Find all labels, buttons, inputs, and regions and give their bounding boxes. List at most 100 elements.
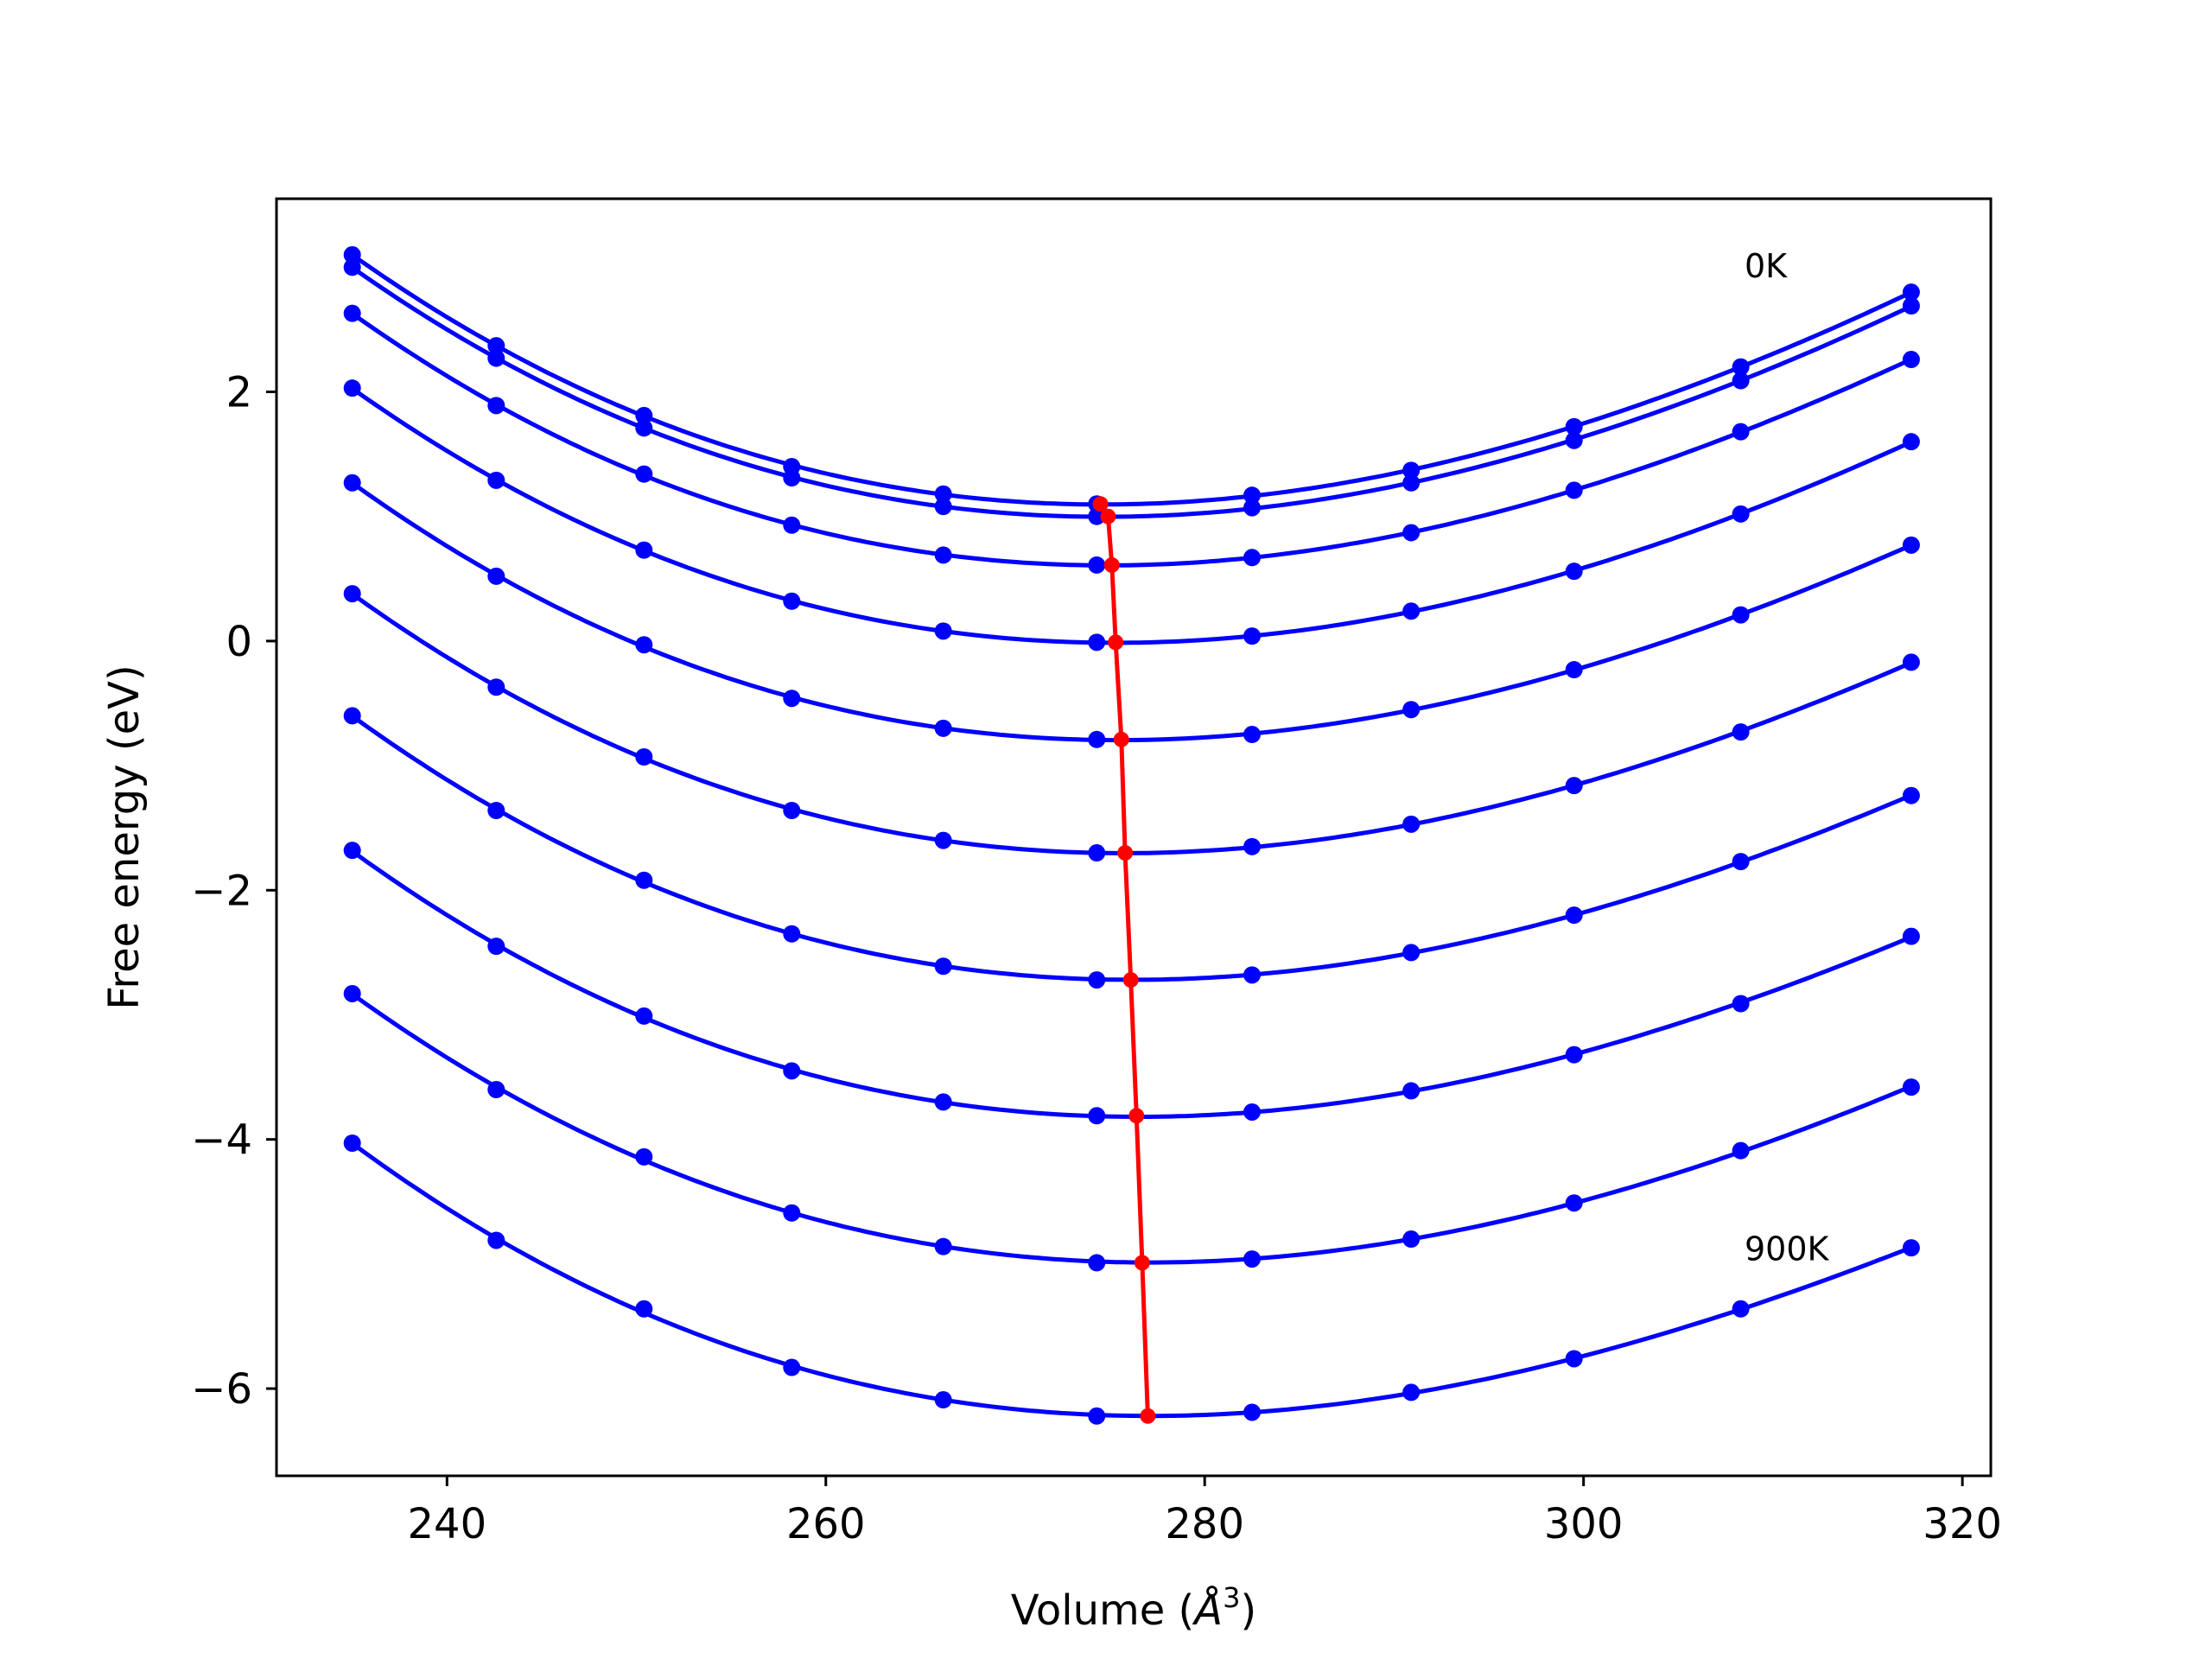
data-point-100K-4 (934, 498, 952, 516)
y-tick-label-0: 0 (226, 618, 252, 666)
fit-curve-900K (351, 1141, 1912, 1419)
data-point-900K-6 (1243, 1403, 1262, 1421)
data-point-700K-9 (1732, 995, 1750, 1013)
data-point-700K-1 (487, 938, 505, 956)
data-point-900K-10 (1902, 1239, 1920, 1257)
fit-curve-200K (351, 311, 1912, 568)
data-point-400K-10 (1902, 536, 1920, 554)
fit-curve-300K (351, 386, 1912, 645)
data-point-800K-7 (1402, 1230, 1421, 1249)
data-point-200K-9 (1732, 423, 1750, 441)
series-200K (343, 304, 1920, 574)
minima-layer (1092, 496, 1156, 1424)
data-point-800K-4 (934, 1237, 952, 1255)
data-point-400K-0 (343, 474, 361, 492)
data-point-400K-1 (487, 567, 505, 585)
data-point-800K-0 (343, 984, 361, 1002)
data-point-900K-9 (1732, 1300, 1750, 1318)
data-point-500K-3 (783, 801, 801, 819)
data-point-800K-2 (635, 1147, 653, 1166)
minimum-point-0 (1092, 496, 1109, 512)
y-tick-label--6: −6 (191, 1365, 252, 1414)
data-point-700K-7 (1402, 1082, 1421, 1100)
data-point-200K-0 (343, 304, 361, 322)
data-point-100K-7 (1402, 474, 1421, 492)
data-point-600K-9 (1732, 853, 1750, 871)
data-point-800K-9 (1732, 1141, 1750, 1160)
x-tick-label-260: 260 (786, 1500, 866, 1548)
data-point-200K-4 (934, 546, 952, 564)
data-point-600K-5 (1088, 971, 1106, 989)
data-point-100K-0 (343, 258, 361, 276)
data-point-200K-8 (1565, 481, 1583, 499)
data-point-600K-10 (1902, 786, 1920, 804)
data-point-0K-8 (1565, 417, 1583, 435)
minimum-point-9 (1140, 1408, 1156, 1424)
data-point-900K-4 (934, 1391, 952, 1409)
data-point-300K-5 (1088, 633, 1106, 652)
data-point-0K-0 (343, 245, 361, 264)
data-point-500K-4 (934, 831, 952, 849)
data-point-100K-6 (1243, 499, 1262, 517)
minimum-point-3 (1108, 634, 1124, 651)
data-point-300K-4 (934, 622, 952, 640)
data-point-800K-1 (487, 1080, 505, 1098)
y-tick-label-2: 2 (226, 369, 252, 417)
y-axis-label: Free energy (eV) (100, 664, 149, 1009)
data-point-700K-10 (1902, 927, 1920, 945)
annotation-0K: 0K (1745, 247, 1788, 285)
data-point-200K-10 (1902, 351, 1920, 369)
series-100K (343, 258, 1920, 525)
data-point-800K-3 (783, 1204, 801, 1222)
data-point-500K-0 (343, 585, 361, 603)
data-point-500K-7 (1402, 815, 1421, 833)
data-point-200K-1 (487, 397, 505, 415)
series-900K (343, 1134, 1920, 1425)
data-point-800K-5 (1088, 1254, 1106, 1272)
data-point-100K-3 (783, 468, 801, 486)
data-point-600K-8 (1565, 906, 1583, 925)
data-point-700K-8 (1565, 1046, 1583, 1064)
data-point-700K-4 (934, 1093, 952, 1111)
data-point-200K-2 (635, 465, 653, 483)
data-point-200K-7 (1402, 524, 1421, 542)
data-point-500K-8 (1565, 777, 1583, 795)
data-point-900K-1 (487, 1231, 505, 1249)
x-tick-label-300: 300 (1544, 1500, 1624, 1548)
data-point-500K-1 (487, 678, 505, 696)
data-point-800K-6 (1243, 1250, 1262, 1268)
data-point-200K-6 (1243, 549, 1262, 567)
data-point-100K-10 (1902, 297, 1920, 315)
data-point-900K-7 (1402, 1383, 1421, 1402)
curves-layer (343, 245, 1920, 1425)
series-400K (343, 474, 1920, 748)
data-point-600K-4 (934, 957, 952, 976)
minimum-point-7 (1128, 1108, 1145, 1124)
annotations-layer: 0K 900K (1745, 247, 1830, 1268)
minimum-point-5 (1117, 845, 1134, 861)
data-point-600K-1 (487, 801, 505, 819)
data-point-700K-6 (1243, 1103, 1262, 1121)
data-point-600K-3 (783, 925, 801, 943)
data-point-700K-3 (783, 1062, 801, 1080)
data-point-400K-5 (1088, 730, 1106, 748)
data-point-400K-7 (1402, 701, 1421, 719)
data-point-600K-6 (1243, 966, 1262, 984)
data-point-900K-0 (343, 1134, 361, 1152)
series-300K (343, 379, 1920, 652)
data-point-600K-7 (1402, 944, 1421, 962)
data-point-200K-3 (783, 516, 801, 534)
data-point-100K-8 (1565, 431, 1583, 449)
fit-curve-400K (351, 480, 1912, 743)
annotation-900K: 900K (1745, 1230, 1830, 1268)
data-point-300K-0 (343, 379, 361, 397)
minimum-point-8 (1134, 1255, 1150, 1271)
data-point-800K-10 (1902, 1078, 1920, 1096)
data-point-300K-7 (1402, 602, 1421, 620)
data-point-400K-2 (635, 636, 653, 654)
data-point-500K-2 (635, 747, 653, 766)
data-point-0K-9 (1732, 358, 1750, 376)
series-700K (343, 842, 1920, 1125)
data-point-100K-5 (1088, 507, 1106, 525)
